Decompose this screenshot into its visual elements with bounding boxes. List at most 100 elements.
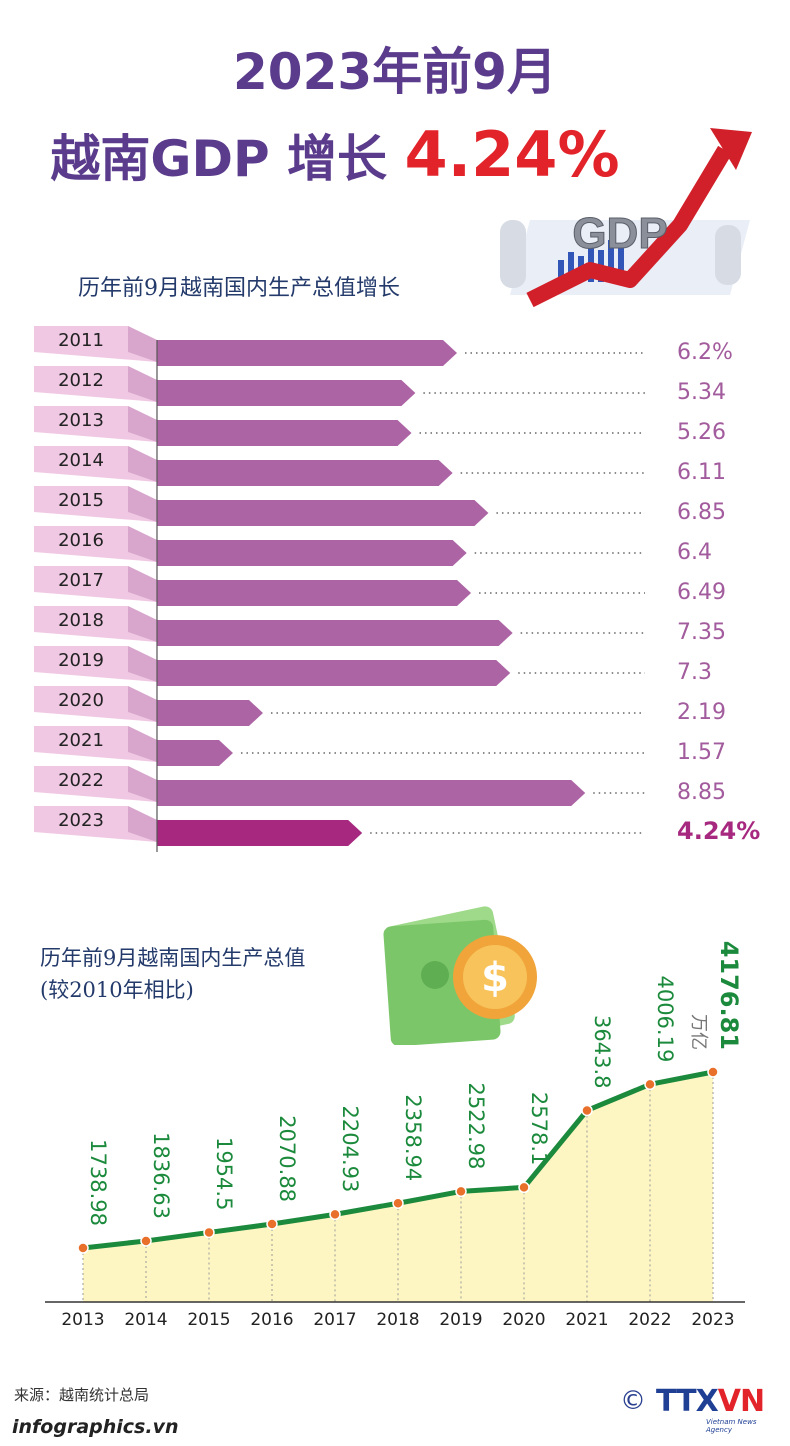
data-point (203, 1226, 215, 1239)
year-tab (34, 486, 157, 522)
year-tab (34, 806, 157, 842)
data-point (644, 1078, 656, 1091)
logo-subtext: Vietnam News Agency (706, 1418, 757, 1434)
value-label: 8.85 (677, 780, 726, 805)
logo-text-b: VN (717, 1384, 765, 1419)
growth-bar-chart: 2011 6.2% 2012 5.34 2013 5.26 2014 6.11 2015 6.85… (34, 326, 760, 852)
value-label: 2578.1 (527, 1092, 551, 1165)
year-label: 2021 (58, 730, 104, 751)
bar (157, 660, 511, 686)
value-label: 2.19 (677, 700, 726, 725)
year-tab-fold (128, 646, 157, 682)
growth-arrow (526, 145, 732, 308)
ttxvn-logo: © TTXVN Vietnam News Agency (620, 1384, 780, 1434)
gdp-arrow-illustration: GDP (500, 128, 752, 308)
value-label: 1738.98 (86, 1139, 110, 1226)
value-label: 4176.81 (715, 941, 743, 1050)
year-label: 2014 (58, 450, 104, 471)
value-label: 7.3 (677, 660, 712, 685)
year-tab-fold (128, 766, 157, 802)
line-chart-title-main: 历年前9月越南国内生产总值 (40, 946, 306, 970)
bar (157, 540, 467, 566)
data-point (266, 1218, 278, 1230)
year-tab-fold (128, 366, 157, 402)
value-label: 6.85 (677, 500, 726, 525)
year-tab-fold (128, 446, 157, 482)
source-note: 来源：越南统计总局 (14, 1386, 150, 1404)
value-label: 5.26 (677, 420, 726, 445)
area-fill (83, 1072, 713, 1302)
x-tick-label: 2016 (250, 1310, 293, 1330)
data-point (455, 1185, 467, 1198)
bar (157, 580, 472, 606)
x-tick-label: 2015 (187, 1310, 230, 1330)
bar (157, 620, 513, 646)
year-label: 2018 (58, 610, 104, 631)
year-tab (34, 366, 157, 402)
value-label: 6.11 (677, 460, 726, 485)
year-tab-fold (128, 686, 157, 722)
bar (157, 420, 412, 446)
year-tab-fold (128, 406, 157, 442)
year-label: 2012 (58, 370, 104, 391)
x-tick-label: 2019 (439, 1310, 482, 1330)
year-tab (34, 726, 157, 762)
year-tab (34, 406, 157, 442)
year-tab-fold (128, 606, 157, 642)
year-tab-fold (128, 326, 157, 362)
x-tick-label: 2013 (61, 1310, 104, 1330)
bar (157, 780, 586, 806)
data-point (140, 1235, 152, 1247)
year-tab (34, 646, 157, 682)
x-tick-label: 2022 (628, 1310, 671, 1330)
value-label: 4.24% (677, 817, 760, 845)
scroll-right (715, 225, 741, 285)
page-title-line2: 越南GDP 增长 4.24% (0, 118, 730, 191)
x-tick-label: 2020 (502, 1310, 545, 1330)
title-highlight-value: 4.24% (404, 118, 620, 191)
year-label: 2022 (58, 770, 104, 791)
value-label: 2070.88 (275, 1115, 299, 1202)
data-point (581, 1104, 593, 1117)
value-label: 1.57 (677, 740, 726, 765)
bar (157, 700, 263, 726)
x-tick-label: 2014 (124, 1310, 167, 1330)
x-tick-label: 2021 (565, 1310, 608, 1330)
value-label: 5.34 (677, 380, 726, 405)
copyright-icon: © (620, 1386, 646, 1416)
logo-text: TTXVN (656, 1384, 765, 1419)
bar (157, 500, 489, 526)
year-tab-fold (128, 726, 157, 762)
year-tab (34, 446, 157, 482)
bar (157, 740, 233, 766)
site-link[interactable]: infographics.vn (12, 1416, 179, 1438)
data-point (77, 1242, 89, 1254)
value-label: 7.35 (677, 620, 726, 645)
year-label: 2011 (58, 330, 104, 351)
year-tab-fold (128, 526, 157, 562)
value-label: 6.2% (677, 340, 733, 365)
year-tab-fold (128, 566, 157, 602)
x-tick-label: 2017 (313, 1310, 356, 1330)
data-point (707, 1066, 719, 1078)
arrow-head (710, 128, 752, 170)
year-tab (34, 606, 157, 642)
year-label: 2019 (58, 650, 104, 671)
value-label: 2522.98 (464, 1083, 488, 1170)
gdp-area-chart: 2013 1738.98 2014 1836.63 2015 1954.5 2016 2070… (45, 941, 745, 1330)
data-point (518, 1181, 530, 1194)
year-label: 2023 (58, 810, 104, 831)
dollar-icon: $ (481, 955, 509, 1001)
x-tick-label: 2023 (691, 1310, 734, 1330)
unit-label: 万亿 (688, 1014, 709, 1050)
value-label: 1836.63 (149, 1132, 173, 1219)
value-label: 4006.19 (653, 975, 677, 1062)
money-coin-illustration: $ (383, 906, 537, 1045)
year-tab (34, 526, 157, 562)
bar-chart-title: 历年前9月越南国内生产总值增长 (78, 276, 400, 301)
x-tick-label: 2018 (376, 1310, 419, 1330)
year-tab (34, 326, 157, 362)
year-label: 2015 (58, 490, 104, 511)
bar (157, 460, 453, 486)
year-label: 2017 (58, 570, 104, 591)
